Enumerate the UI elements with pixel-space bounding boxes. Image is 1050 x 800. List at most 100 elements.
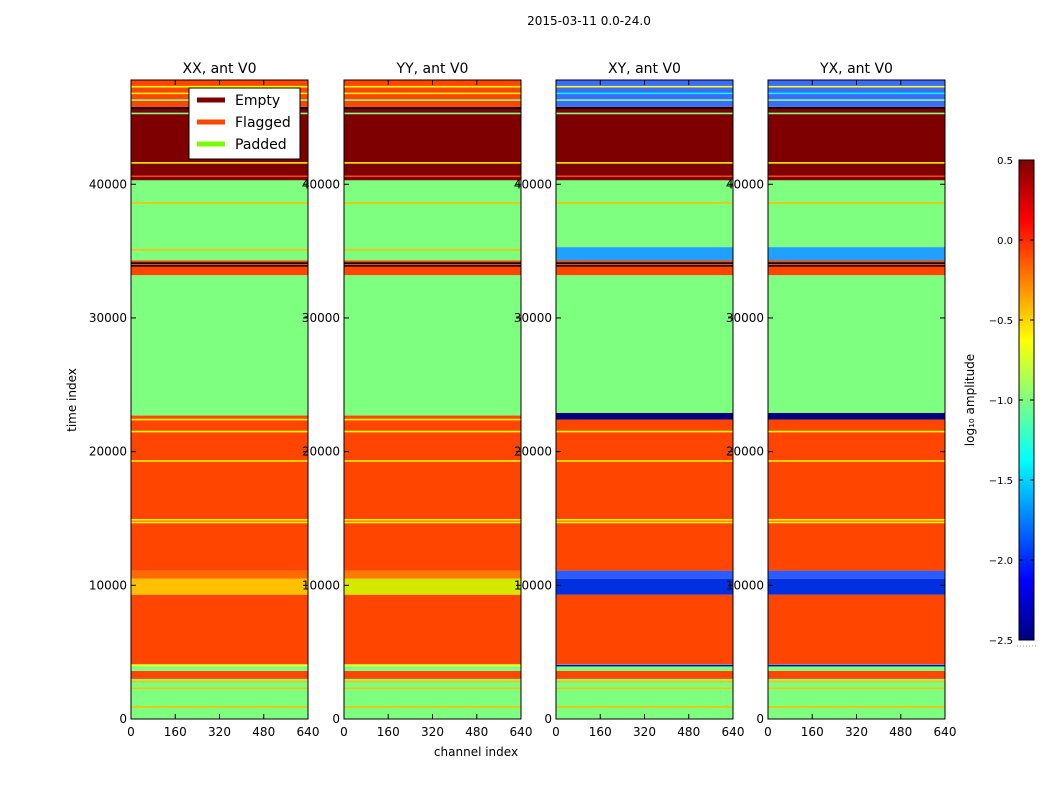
y-tick-label: 10000	[302, 578, 340, 592]
heatmap-band	[768, 678, 945, 719]
heatmap-band	[556, 419, 733, 571]
heatmap-band	[131, 678, 308, 719]
y-tick-label: 0	[332, 712, 340, 726]
legend-label: Padded	[235, 137, 287, 153]
panel-title: XY, ant V0	[608, 61, 681, 77]
heatmap-band	[768, 664, 945, 671]
y-axis-label: time index	[65, 368, 79, 432]
heatmap-image	[344, 80, 521, 719]
heatmap-band	[131, 275, 308, 416]
colorbar-tick-label: 0.0	[997, 236, 1013, 247]
heatmap-band	[556, 570, 733, 579]
y-tick-label: 10000	[726, 578, 764, 592]
panel-2: YY, ant V0 0 160 320 480 640 0 10000 20000 30000 4…	[302, 61, 533, 739]
x-tick-label: 320	[208, 725, 231, 739]
y-tick-label: 40000	[726, 177, 764, 191]
heatmap-band	[556, 180, 733, 248]
colorbar-tick-label: −2.0	[989, 556, 1013, 567]
heatmap-band	[344, 670, 521, 679]
panels: XX, ant V0 0 160 320 480 640 0 10000 20000 30000 4…	[89, 61, 957, 739]
y-tick-label: 20000	[302, 445, 340, 459]
heatmap-band	[556, 275, 733, 413]
heatmap-image	[556, 80, 733, 719]
x-tick-label: 0	[127, 725, 135, 739]
x-tick-label: 160	[377, 725, 400, 739]
heatmap-band	[768, 106, 945, 181]
colorbar-tick-label: −0.5	[989, 316, 1013, 327]
heatmap-band	[768, 275, 945, 413]
legend-label: Flagged	[235, 115, 291, 131]
legend-label: Empty	[235, 93, 280, 109]
heatmap-band	[344, 180, 521, 261]
heatmap-band	[768, 412, 945, 420]
y-tick-label: 30000	[514, 311, 552, 325]
heatmap-band	[131, 664, 308, 671]
y-tick-label: 10000	[514, 578, 552, 592]
colorbar-tick-label: −1.5	[989, 476, 1013, 487]
x-tick-label: 640	[297, 725, 320, 739]
heatmap-band	[344, 664, 521, 671]
panel-3: XY, ant V0 0 160 320 480 640 0 10000 20000 30000 4…	[514, 61, 745, 739]
x-tick-label: 480	[252, 725, 275, 739]
colorbar-label: log₁₀ amplitude	[963, 354, 977, 446]
y-tick-label: 10000	[89, 578, 127, 592]
heatmap-band	[131, 578, 308, 595]
heatmap-band	[556, 247, 733, 261]
heatmap-band	[344, 594, 521, 665]
x-tick-label: 640	[510, 725, 533, 739]
heatmap-band	[344, 106, 521, 181]
x-tick-label: 320	[633, 725, 656, 739]
x-tick-label: 320	[845, 725, 868, 739]
x-tick-label: 640	[934, 725, 957, 739]
y-tick-label: 30000	[89, 311, 127, 325]
heatmap-band	[556, 670, 733, 679]
x-tick-label: 480	[677, 725, 700, 739]
heatmap-image	[768, 80, 945, 719]
x-tick-label: 0	[552, 725, 560, 739]
x-tick-label: 160	[801, 725, 824, 739]
suptitle: 2015-03-11 0.0-24.0	[527, 14, 651, 28]
y-tick-label: 20000	[514, 445, 552, 459]
heatmap-band	[768, 180, 945, 248]
x-tick-label: 160	[589, 725, 612, 739]
colorbar-tick-label: −2.5	[989, 636, 1013, 647]
y-tick-label: 20000	[726, 445, 764, 459]
heatmap-band	[768, 247, 945, 261]
x-tick-label: 640	[722, 725, 745, 739]
heatmap-band	[556, 678, 733, 719]
heatmap-band	[344, 578, 521, 595]
y-tick-label: 0	[756, 712, 764, 726]
panel-4: YX, ant V0 0 160 320 480 640 0 10000 20000 30000 4…	[726, 61, 957, 739]
heatmap-band	[556, 106, 733, 181]
heatmap-band	[131, 180, 308, 261]
heatmap-band	[344, 275, 521, 416]
x-tick-label: 160	[164, 725, 187, 739]
heatmap-band	[344, 415, 521, 571]
x-tick-label: 320	[421, 725, 444, 739]
heatmap-band	[768, 578, 945, 595]
legend: Empty Flagged Padded	[188, 87, 301, 160]
y-tick-label: 40000	[89, 177, 127, 191]
heatmap-image	[131, 80, 308, 719]
colorbar: 0.5 0.0 −0.5 −1.0 −1.5 −2.0 −2.5 log₁₀ amplitud…	[963, 156, 1036, 647]
x-tick-label: 480	[465, 725, 488, 739]
x-axis-label: channel index	[434, 745, 518, 759]
heatmap-band	[556, 664, 733, 671]
x-tick-label: 0	[340, 725, 348, 739]
y-tick-label: 40000	[302, 177, 340, 191]
x-tick-label: 480	[889, 725, 912, 739]
colorbar-tick-label: −1.0	[989, 396, 1013, 407]
y-tick-label: 30000	[302, 311, 340, 325]
heatmap-band	[768, 594, 945, 665]
heatmap-band	[344, 678, 521, 719]
heatmap-band	[131, 670, 308, 679]
heatmap-band	[131, 415, 308, 571]
heatmap-band	[768, 670, 945, 679]
heatmap-band	[131, 594, 308, 665]
y-tick-label: 0	[544, 712, 552, 726]
y-tick-label: 0	[119, 712, 127, 726]
x-tick-label: 0	[764, 725, 772, 739]
heatmap-band	[344, 570, 521, 579]
y-tick-label: 40000	[514, 177, 552, 191]
